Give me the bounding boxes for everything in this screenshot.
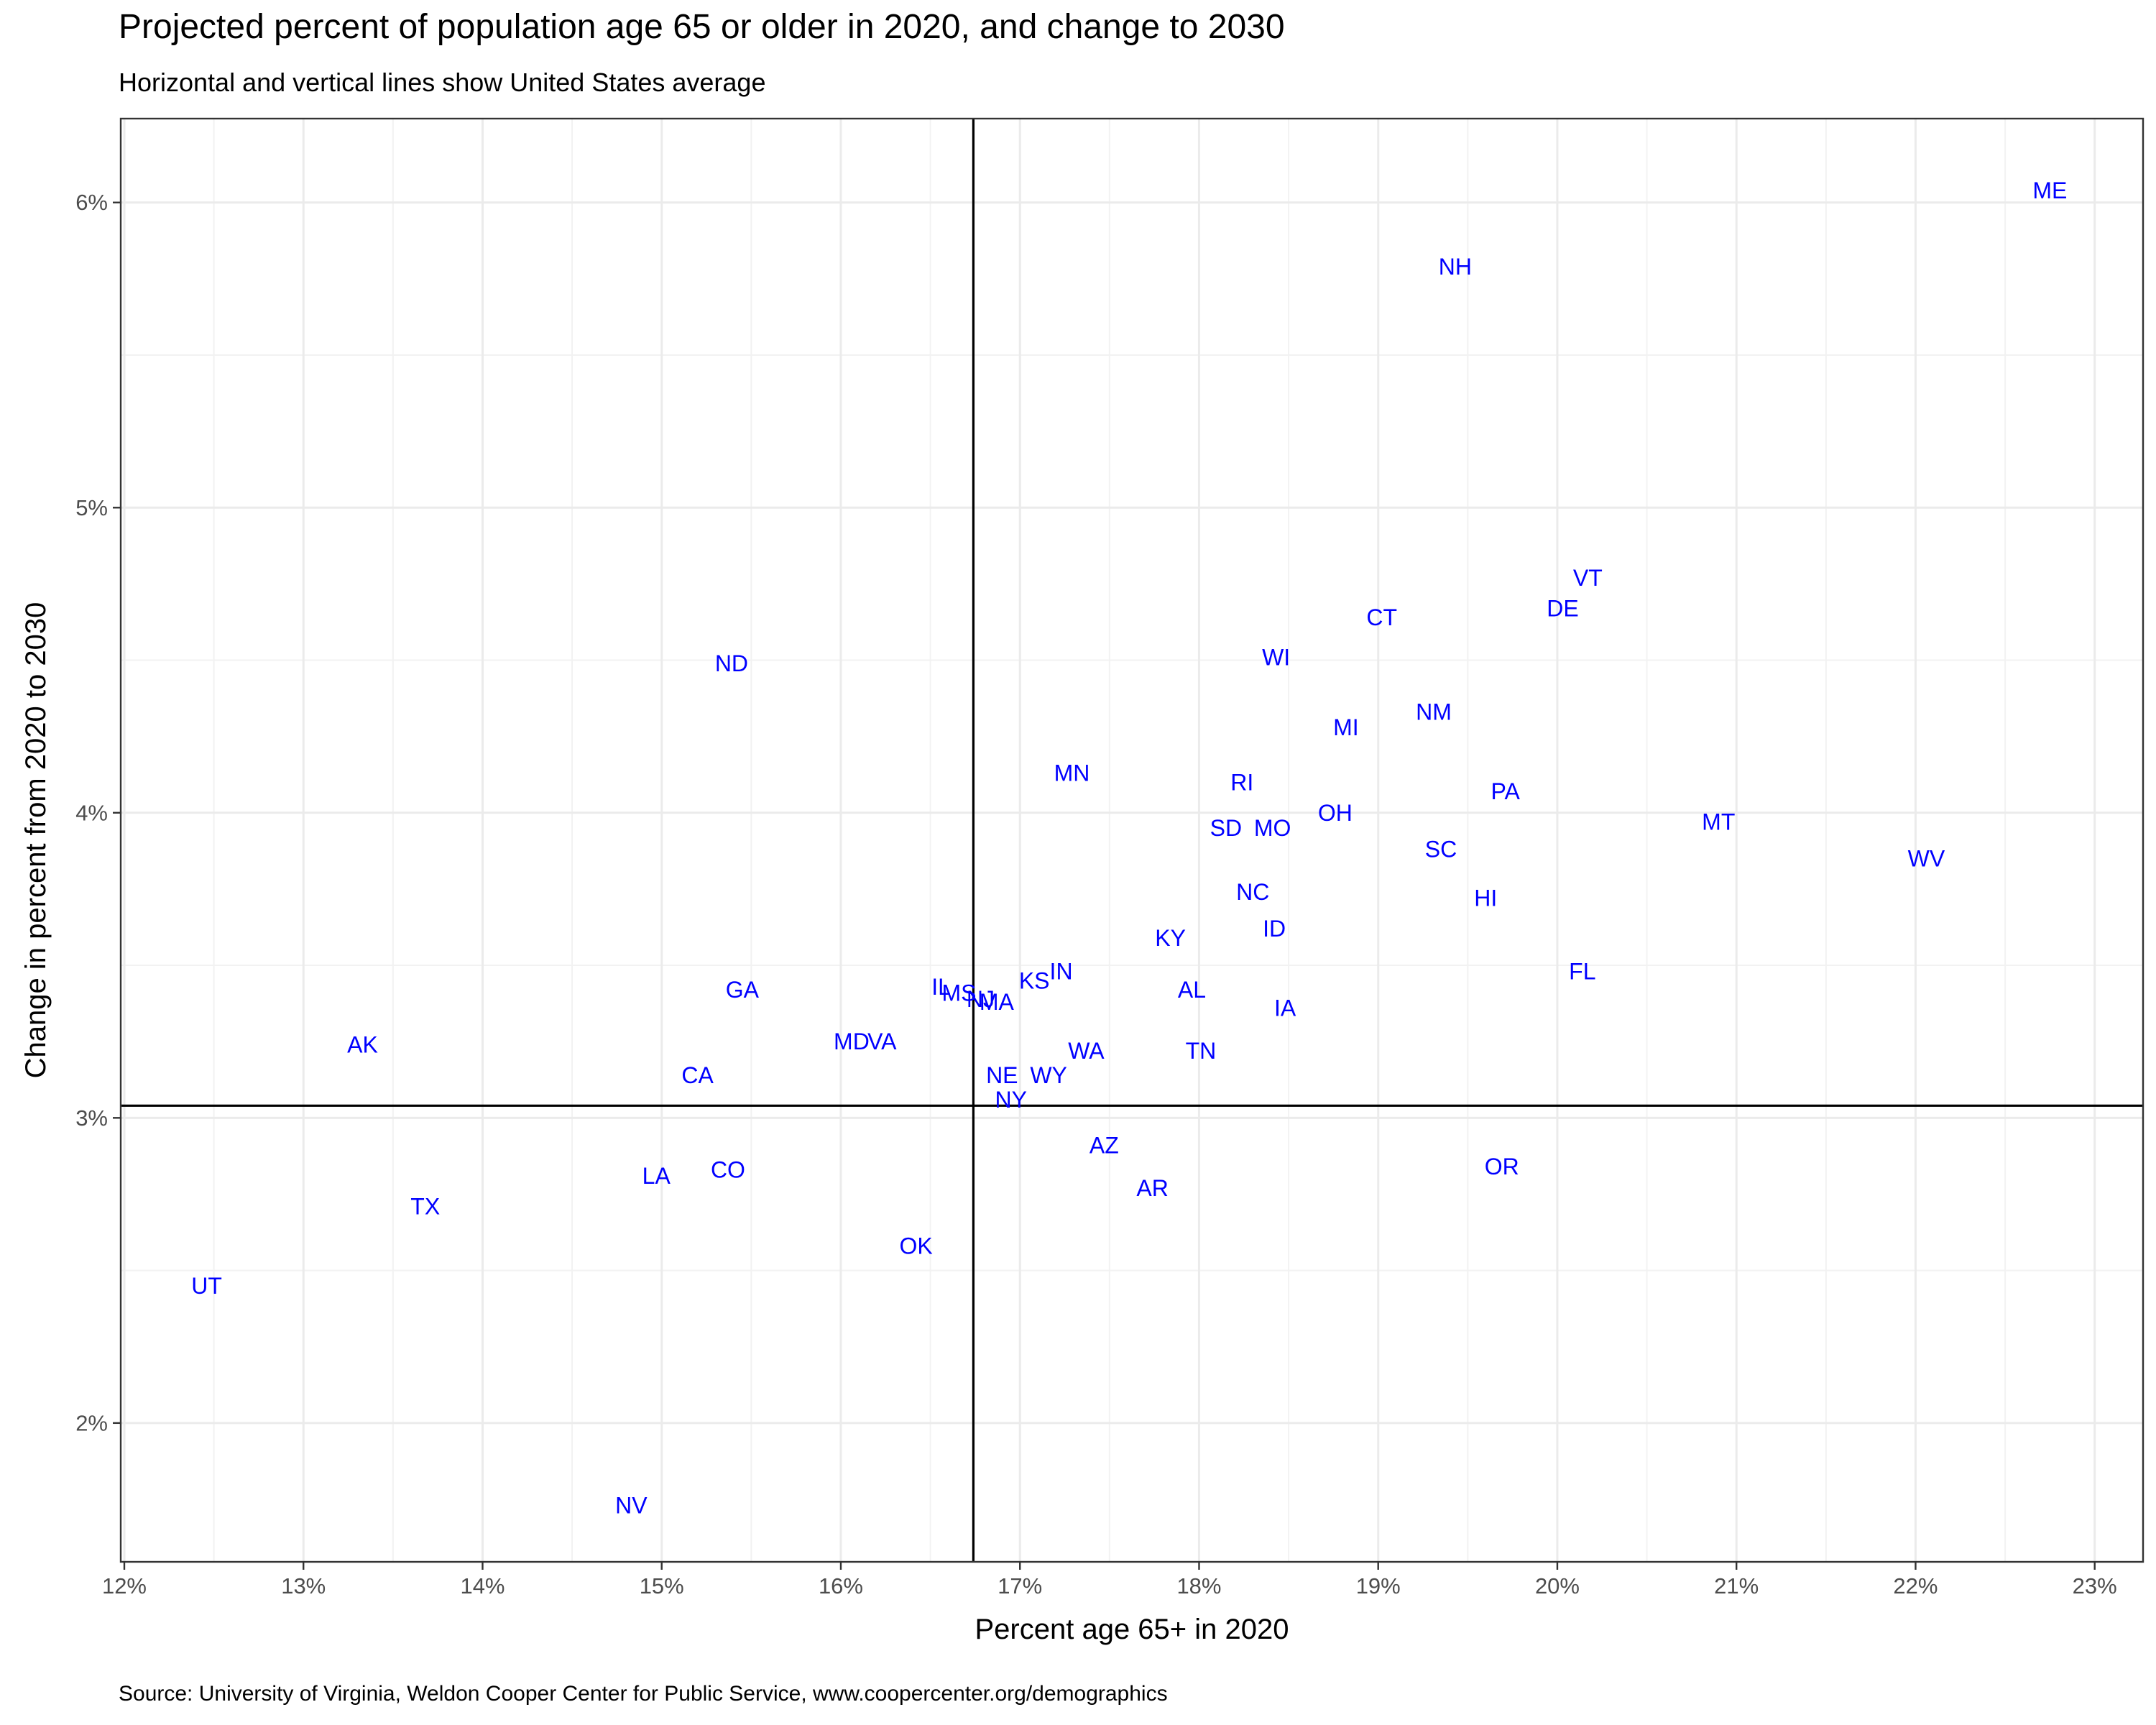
chart-subtitle: Horizontal and vertical lines show Unite… [119, 68, 766, 97]
source-caption: Source: University of Virginia, Weldon C… [119, 1682, 1168, 1706]
x-tick-label: 20% [1535, 1573, 1580, 1598]
state-label-ks: KS [1019, 967, 1050, 993]
state-label-ga: GA [726, 977, 760, 1003]
state-label-vt: VT [1573, 565, 1603, 591]
state-label-ia: IA [1274, 995, 1296, 1021]
state-label-de: DE [1547, 595, 1578, 621]
y-axis-label: Change in percent from 2020 to 2030 [20, 602, 52, 1079]
y-tick-label: 4% [75, 800, 108, 825]
state-label-mn: MN [1054, 760, 1090, 786]
state-label-ar: AR [1136, 1175, 1168, 1201]
state-label-az: AZ [1089, 1133, 1119, 1159]
state-label-id: ID [1263, 916, 1286, 942]
state-labels: ME NH VT DE CT WI ND NM MI MN RI PA OH MT SD MO SC WV NC HI… [191, 178, 2067, 1519]
x-tick-label: 19% [1356, 1573, 1401, 1598]
x-tick-label: 22% [1893, 1573, 1938, 1598]
state-label-ky: KY [1155, 925, 1186, 951]
state-label-il: IL [931, 974, 951, 1000]
x-tick-label: 13% [281, 1573, 326, 1598]
state-label-al: AL [1178, 977, 1206, 1003]
state-label-nc: NC [1236, 879, 1269, 905]
state-label-tn: TN [1186, 1038, 1217, 1064]
x-tick-label: 12% [102, 1573, 147, 1598]
state-label-md: MD [834, 1029, 870, 1054]
state-label-la: LA [642, 1163, 671, 1189]
major-gridlines [121, 119, 2143, 1562]
x-tick-label: 15% [640, 1573, 684, 1598]
state-label-sc: SC [1425, 837, 1457, 862]
state-label-in: IN [1050, 959, 1073, 985]
y-tick-label: 5% [75, 495, 108, 520]
state-label-va: VA [867, 1029, 897, 1054]
state-label-co: CO [711, 1156, 745, 1182]
state-label-me: ME [2032, 178, 2067, 203]
state-label-wy: WY [1030, 1062, 1067, 1088]
state-label-ok: OK [900, 1233, 933, 1259]
state-label-hi: HI [1474, 886, 1497, 911]
x-tick-label: 14% [460, 1573, 505, 1598]
us-average-lines [121, 119, 2143, 1562]
y-tick-label: 2% [75, 1410, 108, 1435]
state-label-sd: SD [1210, 815, 1242, 841]
state-label-ma: MA [980, 989, 1015, 1015]
state-label-nm: NM [1416, 699, 1452, 725]
state-label-ny: NY [995, 1087, 1027, 1113]
state-label-mo: MO [1254, 815, 1291, 841]
state-label-ct: CT [1366, 604, 1397, 630]
y-tick-label: 3% [75, 1105, 108, 1131]
state-label-wi: WI [1262, 644, 1290, 670]
state-label-nv: NV [615, 1492, 648, 1518]
state-label-ak: AK [347, 1031, 378, 1057]
x-axis-label: Percent age 65+ in 2020 [975, 1614, 1289, 1645]
x-tick-label: 17% [998, 1573, 1042, 1598]
x-axis: 12% 13% 14% 15% 16% 17% 18% 19% 20% 21% 22% 23% [102, 1562, 2117, 1598]
state-label-ut: UT [191, 1273, 222, 1299]
state-label-ms: MS [941, 980, 976, 1006]
y-axis: 2% 3% 4% 5% 6% [75, 190, 121, 1435]
plot-panel-border [119, 117, 2145, 1563]
state-label-pa: PA [1491, 778, 1521, 804]
state-label-mi: MI [1333, 714, 1359, 740]
state-label-nd: ND [715, 650, 748, 676]
state-label-ne: NE [986, 1062, 1018, 1088]
minor-gridlines [121, 119, 2143, 1562]
x-tick-label: 16% [819, 1573, 863, 1598]
state-label-wa: WA [1068, 1038, 1105, 1064]
y-tick-label: 6% [75, 190, 108, 215]
state-label-fl: FL [1569, 959, 1595, 985]
state-label-nh: NH [1439, 254, 1472, 280]
state-label-oh: OH [1318, 800, 1353, 826]
x-tick-label: 23% [2073, 1573, 2117, 1598]
state-label-or: OR [1485, 1154, 1519, 1179]
state-label-mt: MT [1702, 809, 1735, 835]
chart-title: Projected percent of population age 65 o… [119, 8, 1285, 46]
state-label-nj: NJ [967, 986, 995, 1012]
x-tick-label: 18% [1176, 1573, 1221, 1598]
state-label-tx: TX [410, 1193, 440, 1219]
x-tick-label: 21% [1714, 1573, 1759, 1598]
state-label-ri: RI [1230, 769, 1253, 795]
state-label-wv: WV [1908, 845, 1945, 871]
state-label-ca: CA [681, 1062, 714, 1088]
